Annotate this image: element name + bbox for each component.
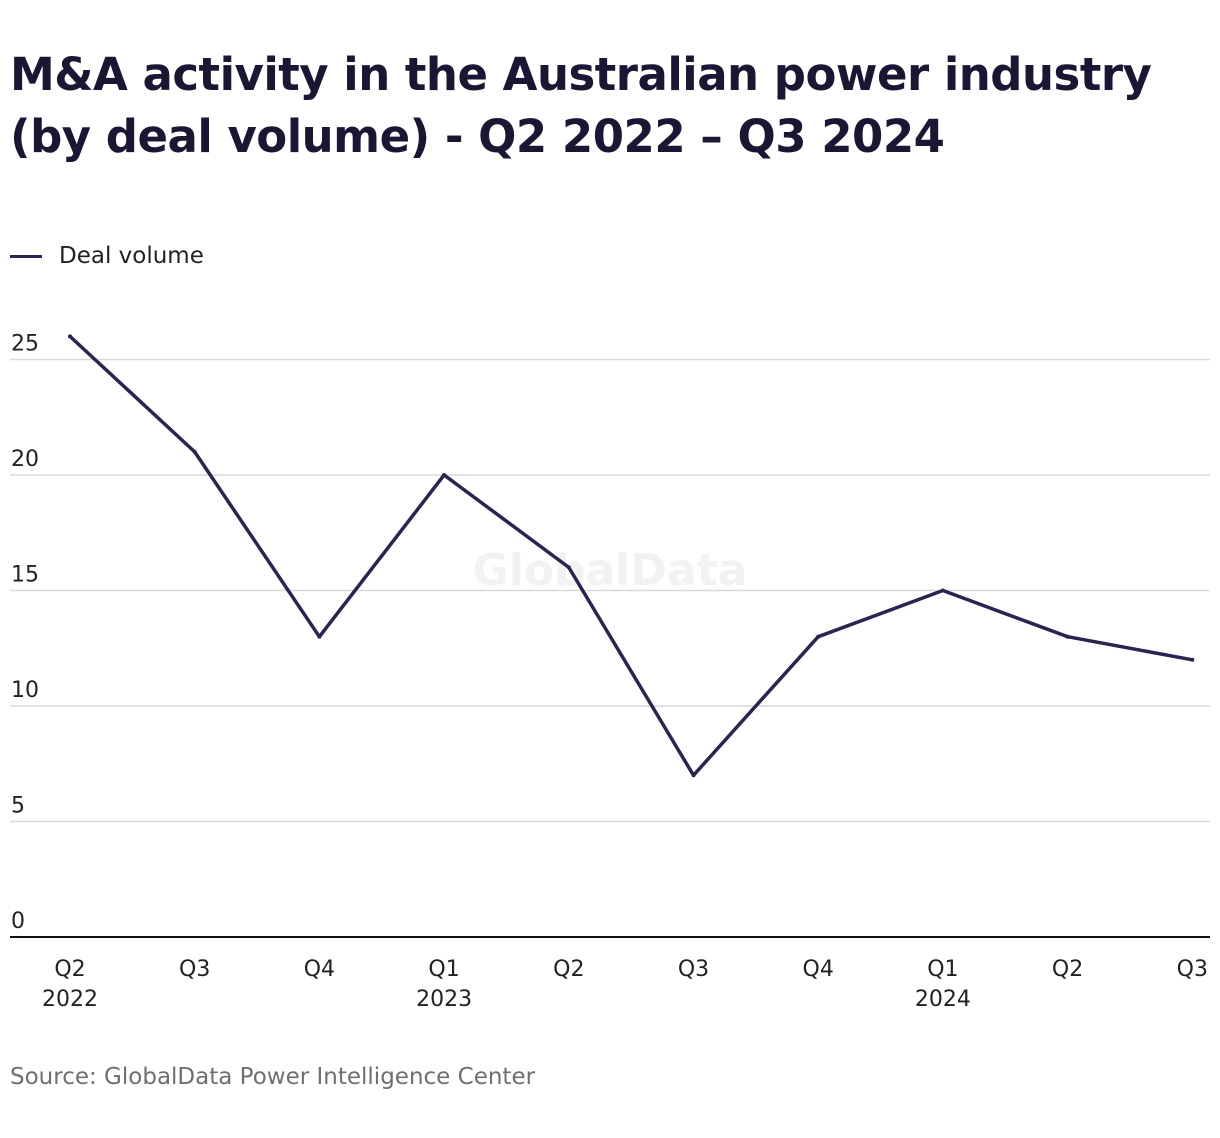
line-chart: GlobalData 0 5 10 15 20 25 Q2 2022 Q3 Q4 Q1 2023 Q2 Q3… [10, 332, 1210, 1012]
x-tick-label: Q4 [803, 957, 834, 982]
data-point [691, 773, 696, 778]
y-tick-label: 20 [11, 447, 39, 472]
data-point [442, 473, 447, 477]
y-tick-label: 0 [11, 909, 25, 934]
y-tick-label: 25 [11, 332, 39, 357]
x-tick-label: Q3 [1177, 957, 1208, 982]
legend-line-swatch [10, 254, 42, 258]
y-tick-label: 5 [11, 794, 25, 819]
y-tick-label: 15 [11, 563, 39, 588]
data-point [68, 334, 72, 339]
legend: Deal volume [10, 243, 204, 269]
y-tick-label: 10 [11, 678, 39, 703]
x-tick-label: Q2 [54, 957, 85, 982]
series-line-deal-volume [68, 334, 1195, 778]
x-tick-year-label: 2022 [42, 987, 98, 1012]
x-tick-label: Q4 [304, 957, 335, 982]
x-tick-label: Q2 [1052, 957, 1083, 982]
source-note: Source: GlobalData Power Intelligence Ce… [10, 1064, 536, 1090]
x-tick-label: Q1 [927, 957, 958, 982]
x-tick-label: Q2 [553, 957, 584, 982]
x-tick-label: Q1 [428, 957, 459, 982]
data-point [566, 565, 571, 570]
data-point [317, 634, 322, 639]
data-point [940, 588, 945, 593]
data-point [816, 634, 821, 639]
data-point [1065, 634, 1070, 639]
x-tick-label: Q3 [179, 957, 210, 982]
x-tick-year-label: 2024 [915, 987, 971, 1012]
x-tick-year-label: 2023 [416, 987, 472, 1012]
data-point [192, 449, 197, 454]
x-tick-label: Q3 [678, 957, 709, 982]
chart-title: M&A activity in the Australian power ind… [10, 48, 1152, 163]
watermark: GlobalData [473, 545, 748, 596]
legend-label: Deal volume [59, 243, 204, 269]
data-point [1190, 657, 1195, 662]
